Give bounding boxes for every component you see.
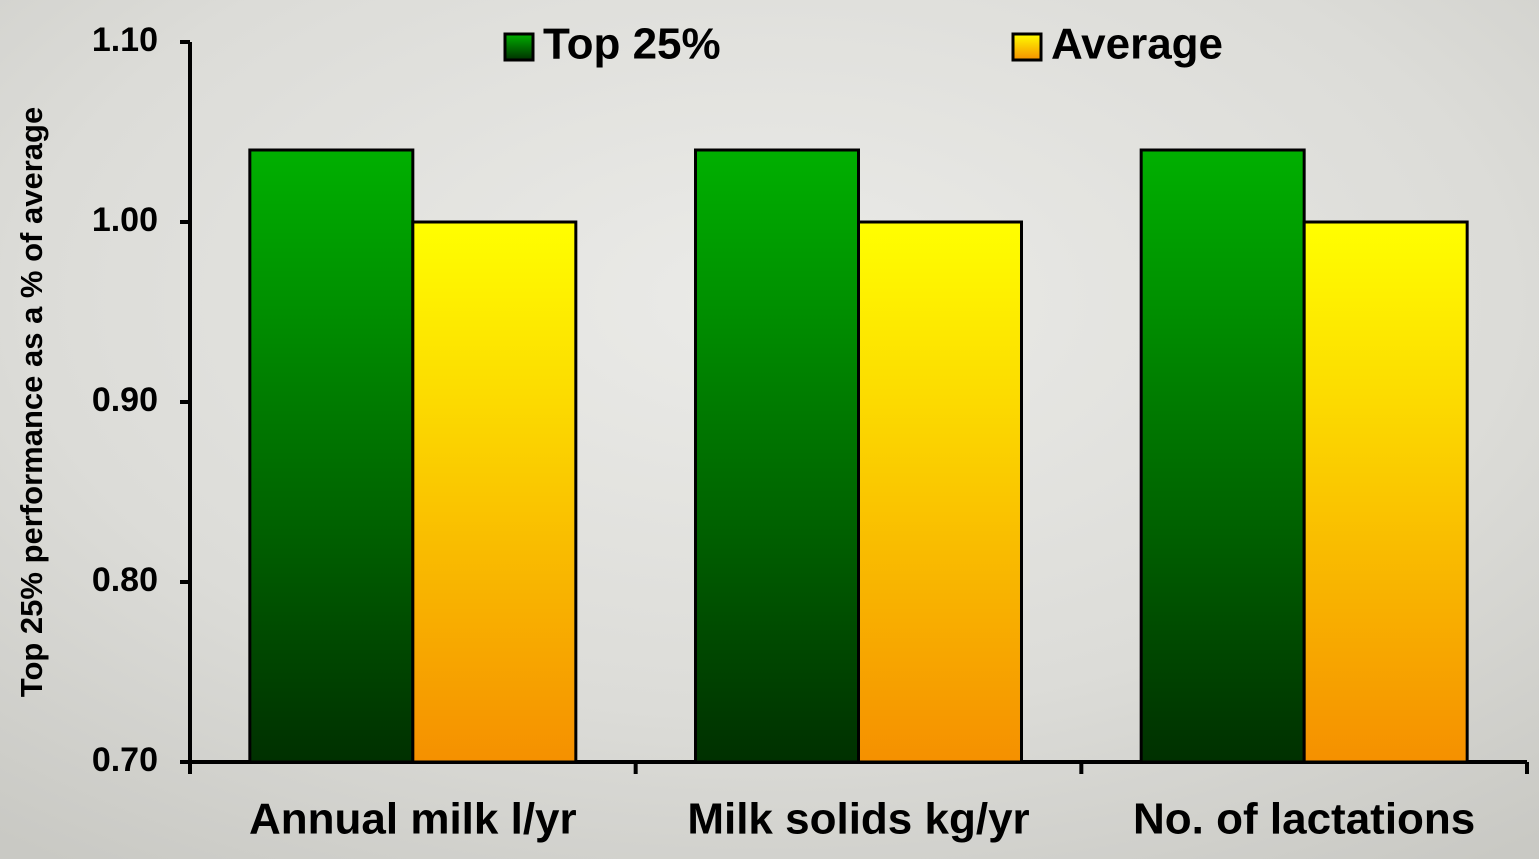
y-tick-label: 0.80 <box>92 561 158 599</box>
legend-swatch <box>503 32 535 62</box>
bar <box>857 220 1023 764</box>
x-tick-label: Milk solids kg/yr <box>687 795 1029 844</box>
legend-label: Average <box>1051 20 1223 69</box>
y-tick-label: 1.10 <box>92 21 158 59</box>
y-axis-label: Top 25% performance as a % of average <box>14 107 49 697</box>
legend-swatch <box>1011 32 1043 62</box>
y-tick-label: 0.70 <box>92 741 158 779</box>
bar <box>411 220 578 764</box>
legend-label: Top 25% <box>543 20 721 69</box>
bar <box>694 148 860 764</box>
bar <box>1302 220 1469 764</box>
bar <box>248 148 415 764</box>
x-tick-label: Annual milk l/yr <box>249 795 577 844</box>
y-tick-label: 1.00 <box>92 201 158 239</box>
bar <box>1139 148 1306 764</box>
x-tick-label: No. of lactations <box>1133 795 1475 844</box>
y-tick-label: 0.90 <box>92 381 158 419</box>
